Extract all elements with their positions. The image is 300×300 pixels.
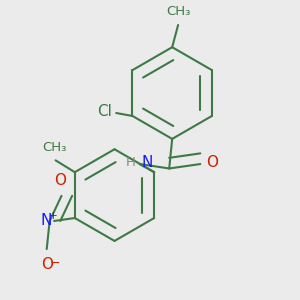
Text: Cl: Cl: [97, 104, 112, 119]
Text: CH₃: CH₃: [166, 4, 190, 18]
Text: N: N: [141, 155, 152, 170]
Text: CH₃: CH₃: [42, 141, 66, 154]
Text: O: O: [206, 155, 218, 170]
Text: O: O: [54, 172, 66, 188]
Text: H: H: [125, 156, 135, 169]
Text: O: O: [41, 257, 53, 272]
Text: −: −: [50, 257, 60, 270]
Text: N: N: [40, 214, 52, 229]
Text: +: +: [49, 211, 58, 220]
